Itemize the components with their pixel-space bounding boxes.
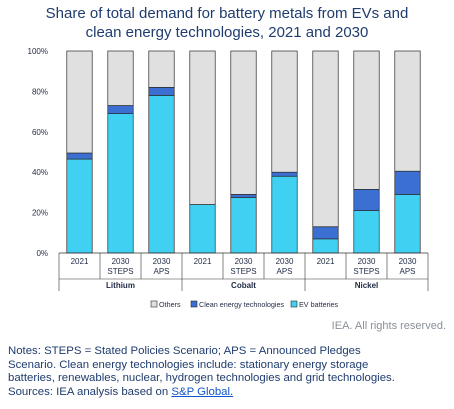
bar-segment-clean-energy-technologies xyxy=(353,189,380,211)
bar-segment-others xyxy=(312,50,339,228)
y-tick-label: 20% xyxy=(32,209,48,218)
notes-block: Notes: STEPS = Stated Policies Scenario;… xyxy=(8,345,452,399)
y-tick-label: 0% xyxy=(36,249,48,258)
bar-segment-ev-batteries xyxy=(394,194,421,254)
x-tick-label: 2030 xyxy=(235,257,253,266)
bar-segment-clean-energy-technologies xyxy=(148,87,175,96)
legend-swatch xyxy=(290,300,298,308)
bar-segment-others xyxy=(107,50,134,106)
x-tick-label: STEPS xyxy=(353,267,379,276)
chart-title-line-1: Share of total demand for battery metals… xyxy=(45,5,409,22)
bar-segment-others xyxy=(353,50,380,190)
sources-line: Sources: IEA analysis based on S&P Globa… xyxy=(8,386,452,400)
x-tick-label: 2030 xyxy=(358,257,376,266)
bar-segment-ev-batteries xyxy=(107,113,134,254)
bar-segment-others xyxy=(271,50,298,173)
x-tick-label: 2030 xyxy=(112,257,130,266)
y-tick-label: 60% xyxy=(32,128,48,137)
bar-segment-ev-batteries xyxy=(148,95,175,254)
group-label: Nickel xyxy=(355,281,379,290)
legend-label: Others xyxy=(159,300,181,309)
bar-segment-clean-energy-technologies xyxy=(312,226,339,240)
legend-swatch xyxy=(190,300,198,308)
bar-segment-ev-batteries xyxy=(230,197,257,254)
x-tick-label: 2021 xyxy=(194,257,212,266)
bar-segment-others xyxy=(148,50,175,88)
bar-segment-clean-energy-technologies xyxy=(394,170,421,195)
bar-segment-clean-energy-technologies xyxy=(66,152,93,160)
group-label: Lithium xyxy=(106,281,135,290)
x-tick-label: APS xyxy=(153,267,169,276)
x-tick-label: STEPS xyxy=(230,267,256,276)
bar-segment-others xyxy=(230,50,257,195)
chart-title: Share of total demand for battery metals… xyxy=(0,4,454,42)
notes-line-3: batteries, renewables, nuclear, hydrogen… xyxy=(8,372,395,385)
y-tick-label: 100% xyxy=(28,47,48,56)
bar-segment-ev-batteries xyxy=(66,158,93,254)
x-tick-label: APS xyxy=(276,267,292,276)
notes-line-1: Notes: STEPS = Stated Policies Scenario;… xyxy=(8,345,361,357)
bar-segment-ev-batteries xyxy=(353,210,380,254)
bar-segment-ev-batteries xyxy=(271,175,298,254)
legend-label: Clean energy technologies xyxy=(199,300,285,309)
bar-segment-clean-energy-technologies xyxy=(107,105,134,114)
stacked-bar-chart: 0%20%40%60%80%100%2021 2030STEPS2030APS20… xyxy=(28,47,429,309)
sources-prefix: Sources: IEA analysis based on xyxy=(8,385,172,398)
x-tick-label: STEPS xyxy=(107,267,133,276)
legend-swatch xyxy=(150,300,158,308)
bar-segment-ev-batteries xyxy=(312,238,339,254)
bar-segment-others xyxy=(66,50,93,154)
y-tick-label: 40% xyxy=(32,168,48,177)
x-tick-label: 2030 xyxy=(399,257,417,266)
bar-segment-clean-energy-technologies xyxy=(230,194,257,198)
bar-segment-ev-batteries xyxy=(189,204,216,254)
notes-line-2: Scenario. Clean energy technologies incl… xyxy=(8,358,369,371)
copyright-notice: IEA. All rights reserved. xyxy=(331,320,446,332)
y-tick-label: 80% xyxy=(32,87,48,96)
x-tick-label: 2021 xyxy=(71,257,89,266)
bar-segment-clean-energy-technologies xyxy=(271,171,298,177)
chart-title-line-2: clean energy technologies, 2021 and 2030 xyxy=(85,24,369,41)
x-tick-label: 2030 xyxy=(276,257,294,266)
x-tick-label: 2030 xyxy=(153,257,171,266)
x-tick-label: APS xyxy=(399,267,415,276)
x-tick-label: 2021 xyxy=(317,257,335,266)
legend-label: EV batteries xyxy=(299,300,339,309)
sp-global-link[interactable]: S&P Global. xyxy=(171,385,234,398)
group-label: Cobalt xyxy=(231,281,256,290)
bar-segment-others xyxy=(394,50,421,172)
bar-segment-others xyxy=(189,50,216,205)
